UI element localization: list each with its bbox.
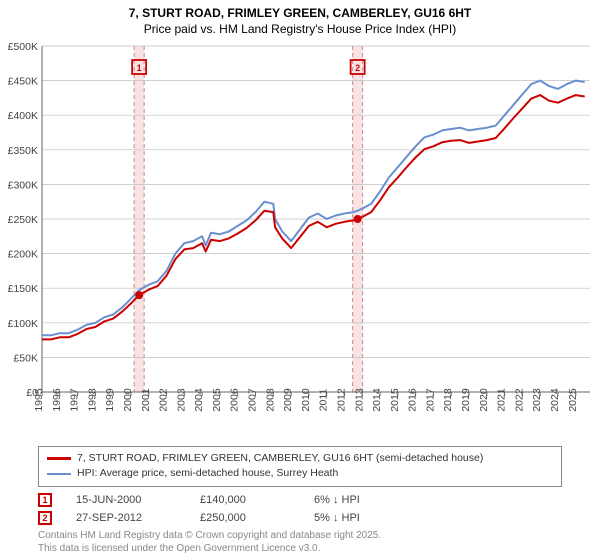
svg-text:£200K: £200K bbox=[8, 248, 38, 260]
attribution-line2: This data is licensed under the Open Gov… bbox=[38, 542, 562, 555]
svg-text:£450K: £450K bbox=[8, 75, 38, 87]
svg-text:£50K: £50K bbox=[13, 352, 38, 364]
sale-delta: 5% ↓ HPI bbox=[314, 512, 360, 524]
sale-row: 1 15-JUN-2000 £140,000 6% ↓ HPI bbox=[38, 493, 562, 507]
svg-text:£350K: £350K bbox=[8, 144, 38, 156]
legend-swatch bbox=[47, 473, 71, 476]
legend-label: HPI: Average price, semi-detached house,… bbox=[77, 466, 338, 482]
sale-marker-box: 1 bbox=[38, 493, 52, 507]
sale-row: 2 27-SEP-2012 £250,000 5% ↓ HPI bbox=[38, 511, 562, 525]
chart-area: £0£50K£100K£150K£200K£250K£300K£350K£400… bbox=[0, 40, 600, 440]
sale-marker-box: 2 bbox=[38, 511, 52, 525]
sale-delta: 6% ↓ HPI bbox=[314, 494, 360, 506]
svg-text:£400K: £400K bbox=[8, 110, 38, 122]
legend-row: 7, STURT ROAD, FRIMLEY GREEN, CAMBERLEY,… bbox=[47, 451, 553, 467]
attribution-text: Contains HM Land Registry data © Crown c… bbox=[38, 529, 562, 555]
line-chart-svg: £0£50K£100K£150K£200K£250K£300K£350K£400… bbox=[0, 40, 600, 440]
svg-text:£250K: £250K bbox=[8, 214, 38, 226]
svg-text:2: 2 bbox=[355, 63, 360, 73]
attribution-line1: Contains HM Land Registry data © Crown c… bbox=[38, 529, 562, 542]
legend-row: HPI: Average price, semi-detached house,… bbox=[47, 466, 553, 482]
sale-price: £250,000 bbox=[200, 512, 290, 524]
svg-text:£500K: £500K bbox=[8, 41, 38, 53]
legend-box: 7, STURT ROAD, FRIMLEY GREEN, CAMBERLEY,… bbox=[38, 446, 562, 488]
chart-title-line2: Price paid vs. HM Land Registry's House … bbox=[0, 22, 600, 40]
sale-date: 15-JUN-2000 bbox=[76, 494, 176, 506]
sales-table: 1 15-JUN-2000 £140,000 6% ↓ HPI 2 27-SEP-2012… bbox=[38, 493, 562, 525]
legend-swatch bbox=[47, 457, 71, 460]
svg-text:£300K: £300K bbox=[8, 179, 38, 191]
svg-text:£100K: £100K bbox=[8, 317, 38, 329]
sale-price: £140,000 bbox=[200, 494, 290, 506]
sale-date: 27-SEP-2012 bbox=[76, 512, 176, 524]
svg-text:£150K: £150K bbox=[8, 283, 38, 295]
legend-label: 7, STURT ROAD, FRIMLEY GREEN, CAMBERLEY,… bbox=[77, 451, 483, 467]
chart-title-line1: 7, STURT ROAD, FRIMLEY GREEN, CAMBERLEY,… bbox=[0, 0, 600, 22]
svg-text:1: 1 bbox=[137, 63, 142, 73]
